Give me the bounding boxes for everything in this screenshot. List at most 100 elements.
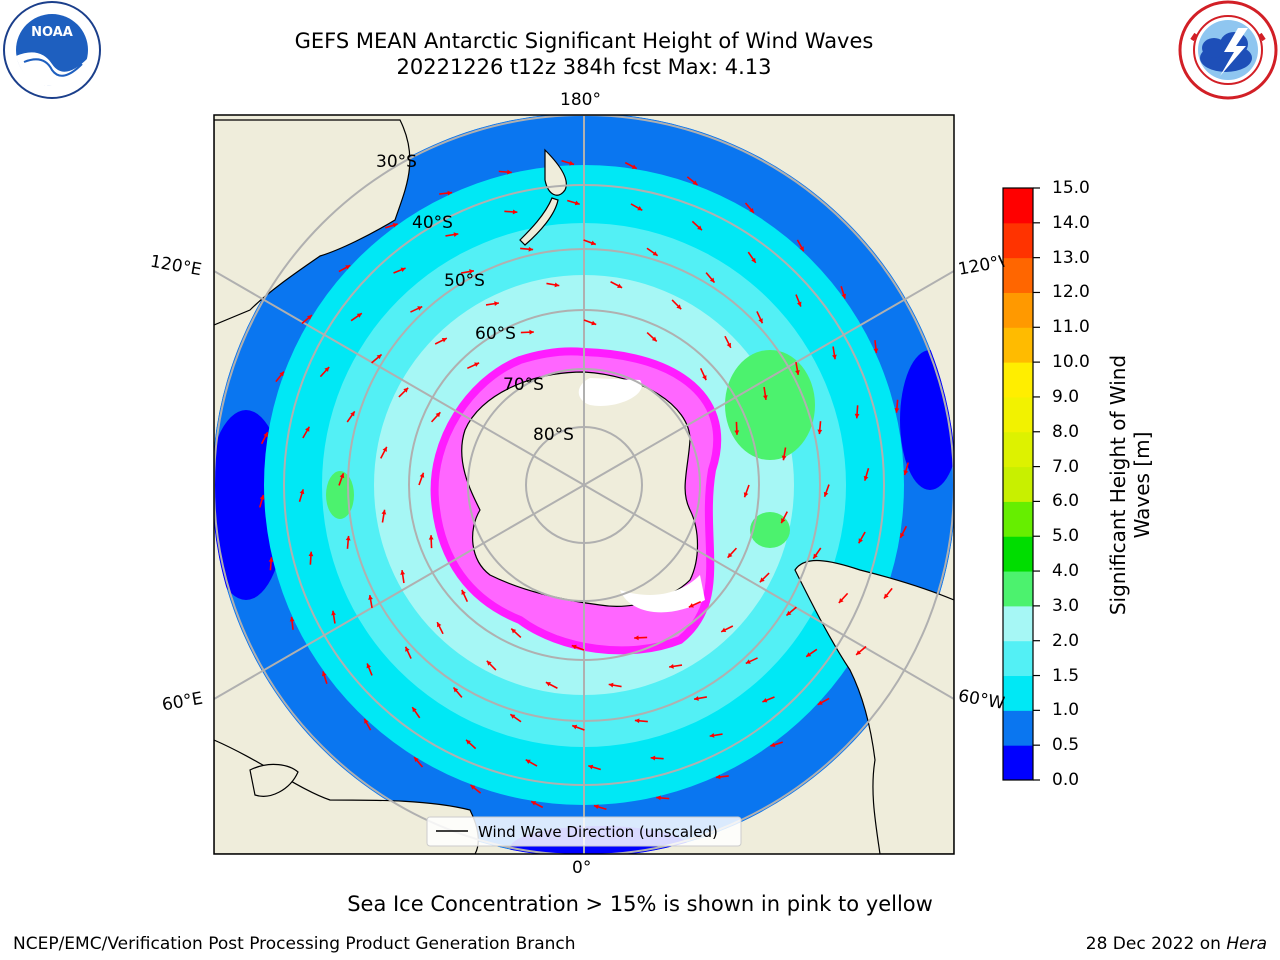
colorbar-tick-label: 4.0 <box>1052 561 1080 582</box>
wave-arrow-head <box>786 610 792 616</box>
wave-arrow-head <box>306 315 312 320</box>
wave-arrow-head <box>823 491 829 497</box>
wave-arrow-head <box>400 570 406 575</box>
wave-arrow-head <box>900 532 905 538</box>
colorbar-tick-label: 11.0 <box>1052 317 1090 338</box>
lat-label-30s: 30°S <box>376 152 417 172</box>
wave-arrow-head <box>414 757 419 763</box>
lat-label-80s: 80°S <box>533 425 574 445</box>
wave-arrow-head <box>350 411 355 417</box>
colorbar-segment <box>1003 745 1033 781</box>
ross-ice-shelf <box>578 378 642 406</box>
lat-label-40s: 40°S <box>412 213 453 233</box>
wave-arrow-head <box>428 535 434 540</box>
wave-arrow-head <box>692 180 698 185</box>
wave-arrow-head <box>694 696 699 701</box>
map-legend: Wind Wave Direction (unscaled) <box>426 816 742 847</box>
wave-patch-30-40-a <box>725 350 815 460</box>
wave-arrow-head <box>510 714 516 719</box>
colorbar-tick-label: 3.0 <box>1052 595 1080 616</box>
colorbar-title-line2: Waves [m] <box>1130 431 1154 539</box>
wave-arrow-head <box>356 313 362 318</box>
wave-arrow-head <box>715 774 721 780</box>
colorbar-segment <box>1003 710 1033 746</box>
wave-patch-30-40-b <box>750 512 790 548</box>
colorbar-segment <box>1003 536 1033 572</box>
wave-arrow-head <box>345 535 351 541</box>
colorbar-segment <box>1003 327 1033 363</box>
wave-arrow-head <box>651 336 657 342</box>
wave-arrow-head <box>796 301 802 307</box>
wave-arrow-head <box>461 589 466 595</box>
lat-label-70s: 70°S <box>503 375 544 395</box>
wave-arrow-head <box>474 362 480 367</box>
wave-arrow-head <box>590 240 596 246</box>
weddell-ice <box>620 575 705 613</box>
wave-arrow-head <box>331 610 336 616</box>
wave-arrow-head <box>366 663 372 669</box>
wave-arrow-head <box>697 225 702 231</box>
wave-arrow-head <box>321 671 327 677</box>
wave-arrow-head <box>572 724 578 730</box>
wave-arrow-head <box>799 246 804 252</box>
colorbar-tick-label: 14.0 <box>1052 212 1090 233</box>
nws-logo <box>1178 0 1278 100</box>
wave-arrow-head <box>591 320 597 326</box>
wave-arrow-head <box>817 429 823 435</box>
wave-arrow-head <box>762 697 768 703</box>
noaa-logo: NOAA <box>3 1 101 99</box>
wave-arrow-head <box>470 785 476 790</box>
colorbar-segment <box>1003 640 1033 677</box>
lon-label-180: 180° <box>560 90 601 110</box>
colorbar-segment <box>1003 501 1033 537</box>
wave-arrow-head <box>813 553 818 559</box>
wave-arrow-head <box>841 293 847 299</box>
wave-arrow-head <box>637 206 643 211</box>
colorbar-segment <box>1003 571 1033 607</box>
wave-arrow-head <box>608 682 614 688</box>
wave-arrow-head <box>669 663 674 669</box>
colorbar-segment <box>1003 466 1033 502</box>
wave-arrow-head <box>403 387 409 393</box>
wave-arrow-head <box>721 627 727 632</box>
wave-arrow-head <box>511 628 517 634</box>
wave-arrow-head <box>709 277 715 283</box>
wave-arrow-head <box>469 269 474 274</box>
wave-arrow-head <box>263 432 268 438</box>
colorbar-tick-label: 1.5 <box>1052 665 1080 686</box>
date-caption: 28 Dec 2022 on Hera <box>1086 934 1267 954</box>
wave-arrow-head <box>734 430 740 435</box>
noaa-logo-text: NOAA <box>31 25 73 40</box>
colorbar-segment <box>1003 396 1033 433</box>
wave-arrow-head <box>494 301 499 307</box>
wave-arrow-head <box>268 557 274 562</box>
wave-arrow-head <box>727 552 733 558</box>
wave-arrow-head <box>751 257 756 263</box>
wave-arrow-head <box>574 200 580 206</box>
colorbar-segment <box>1003 675 1033 711</box>
wave-arrow-head <box>453 687 459 693</box>
wave-arrow-head <box>525 759 531 764</box>
colorbar-tick-label: 7.0 <box>1052 456 1080 477</box>
colorbar-tick-label: 6.0 <box>1052 491 1080 512</box>
wave-arrow-head <box>726 342 731 348</box>
colorbar-frame <box>1002 187 1034 781</box>
machine-name: Hera <box>1226 934 1267 954</box>
wave-arrow-head <box>676 304 682 310</box>
wave-arrow-head <box>631 164 637 169</box>
wave-arrow-head <box>593 804 599 810</box>
wave-arrow-head <box>634 718 640 724</box>
wave-arrow-head <box>795 370 800 375</box>
wave-arrow-head <box>758 318 763 324</box>
madagascar <box>249 763 299 797</box>
colorbar-segment <box>1003 188 1033 224</box>
lat-label-60s: 60°S <box>475 324 516 344</box>
wave-arrow-head <box>528 246 534 252</box>
wave-arrow-head <box>279 371 284 377</box>
wave-arrow-head <box>856 650 862 655</box>
wave-arrow-head <box>447 190 453 196</box>
wave-arrow-head <box>453 232 459 237</box>
wave-arrow-head <box>417 306 423 311</box>
wave-arrow-head <box>308 551 314 557</box>
